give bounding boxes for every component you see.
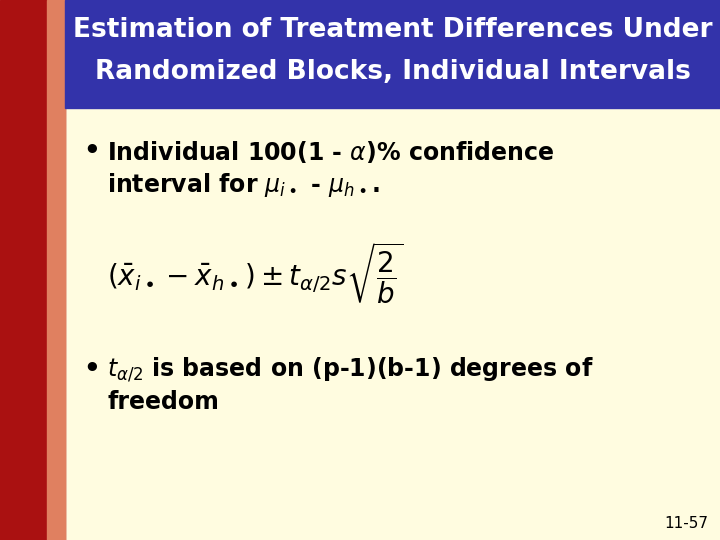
Bar <box>0 0 65 540</box>
Text: freedom: freedom <box>107 390 219 414</box>
Bar <box>65 0 720 108</box>
Text: Individual 100(1 - $\alpha$)% confidence: Individual 100(1 - $\alpha$)% confidence <box>107 139 554 165</box>
Text: Estimation of Treatment Differences Under: Estimation of Treatment Differences Unde… <box>73 17 712 43</box>
Text: interval for $\mu_{i\bullet}$ - $\mu_{h\bullet}$.: interval for $\mu_{i\bullet}$ - $\mu_{h\… <box>107 171 380 199</box>
Bar <box>47 0 65 540</box>
Text: 11-57: 11-57 <box>664 516 708 531</box>
Text: Randomized Blocks, Individual Intervals: Randomized Blocks, Individual Intervals <box>94 59 690 85</box>
Text: $t_{\alpha/2}$ is based on (p-1)(b-1) degrees of: $t_{\alpha/2}$ is based on (p-1)(b-1) de… <box>107 356 594 384</box>
Text: •: • <box>83 357 100 383</box>
Text: $(\bar{x}_{i\bullet}-\bar{x}_{h\bullet})\pm t_{\alpha/2}s\sqrt{\dfrac{2}{b}}$: $(\bar{x}_{i\bullet}-\bar{x}_{h\bullet})… <box>107 240 403 306</box>
Text: •: • <box>83 139 100 165</box>
